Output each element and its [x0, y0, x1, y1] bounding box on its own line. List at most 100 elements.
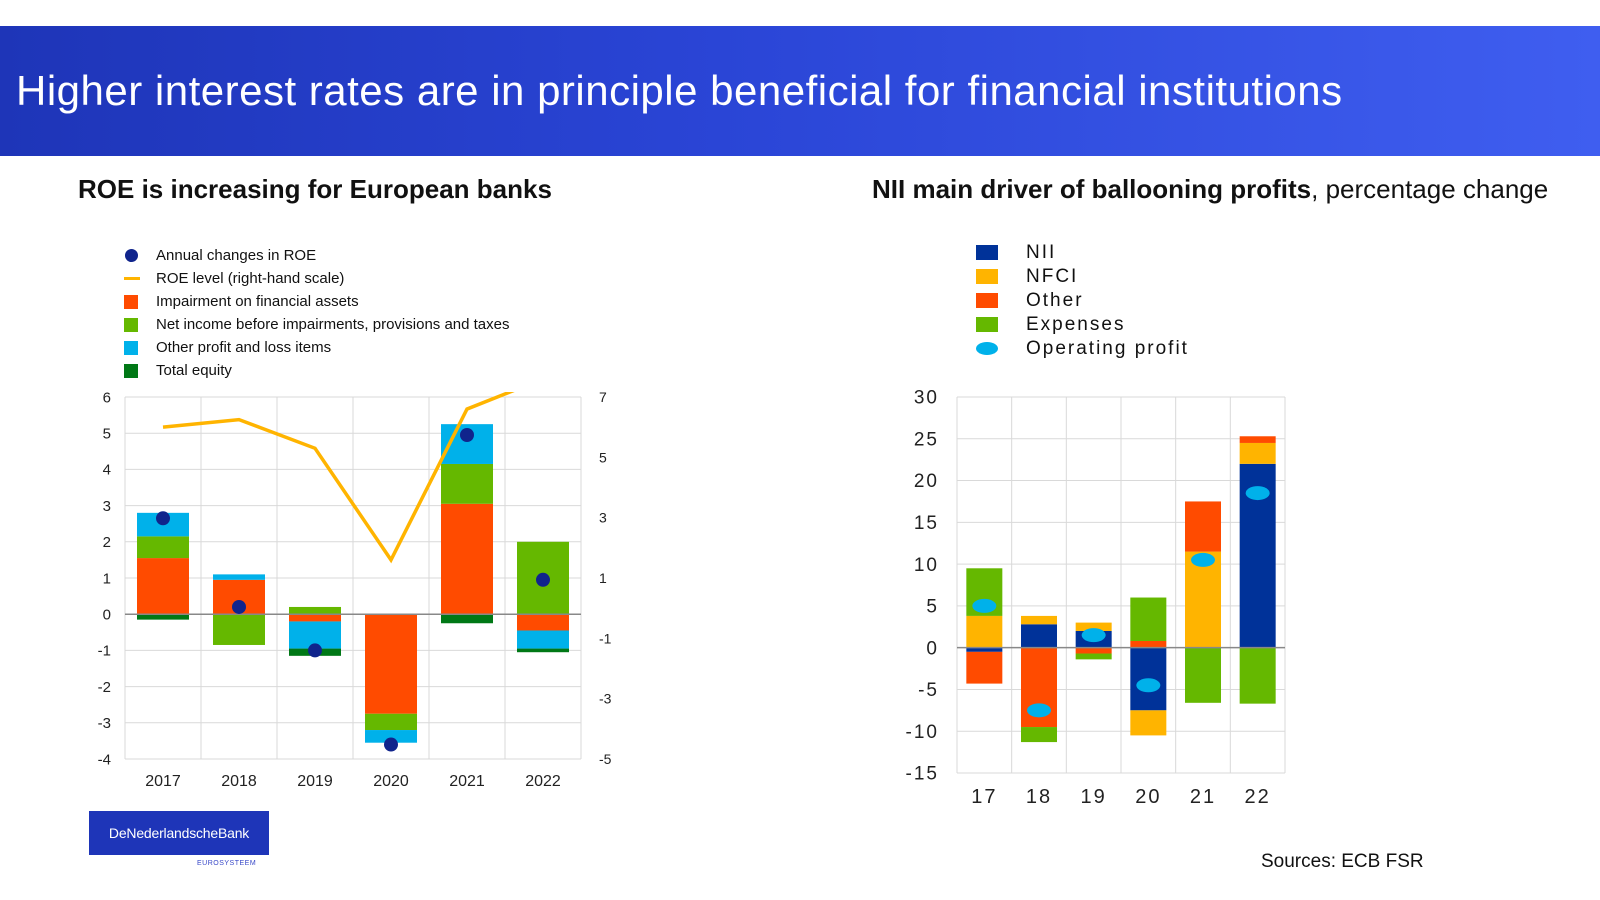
legend-swatch — [976, 317, 998, 332]
y2-tick-label: 7 — [599, 392, 607, 405]
bar-segment-impairment — [365, 614, 417, 714]
legend-item-other: Other — [976, 289, 1189, 313]
bar-segment-other_pl — [213, 574, 265, 580]
y-tick-label: 1 — [103, 570, 111, 587]
y-tick-label: -1 — [98, 643, 111, 660]
y-tick-label: 30 — [914, 390, 939, 409]
x-tick-label: 19 — [1081, 786, 1107, 808]
x-tick-label: 2017 — [145, 773, 181, 790]
dot-roe_dot — [384, 737, 398, 752]
dot-operating_profit — [1027, 703, 1051, 718]
legend-ellipse-swatch — [976, 342, 998, 355]
y-tick-label: 2 — [103, 534, 111, 551]
y-tick-label: 5 — [103, 425, 111, 442]
y-tick-label: 3 — [103, 498, 111, 515]
legend-swatch — [124, 341, 138, 355]
right-chart-legend: NII NFCI Other Expenses Operating profit — [976, 241, 1189, 361]
x-tick-label: 20 — [1135, 786, 1161, 808]
legend-item-nii: NII — [976, 241, 1189, 265]
legend-label: Total equity — [156, 362, 232, 379]
y2-tick-label: -5 — [599, 751, 612, 767]
legend-label: Expenses — [1026, 314, 1126, 335]
right-chart-title: NII main driver of ballooning profits, p… — [872, 174, 1552, 204]
bar-segment-expenses — [1185, 647, 1221, 703]
legend-item-net-income: Net income before impairments, provision… — [124, 313, 510, 336]
dot-operating_profit — [1081, 628, 1106, 643]
bar-segment-expenses — [1021, 727, 1057, 743]
legend-swatch — [976, 269, 998, 284]
legend-swatch — [124, 295, 138, 309]
y-tick-label: 25 — [914, 429, 939, 450]
legend-item-total-equity: Total equity — [124, 359, 510, 382]
y-tick-label: 5 — [926, 597, 939, 618]
bar-segment-nfci — [1239, 442, 1276, 464]
legend-swatch — [124, 318, 138, 332]
bar-segment-expenses — [1130, 597, 1167, 641]
dot-operating_profit — [1136, 678, 1161, 693]
bar-segment-net_income — [137, 536, 189, 559]
dot-roe_dot — [308, 643, 322, 658]
y-tick-label: 0 — [926, 638, 939, 659]
legend-label: Other profit and loss items — [156, 339, 332, 356]
logo-text: DeNederlandscheBank — [108, 825, 250, 841]
dot-roe_dot — [232, 599, 246, 614]
left-chart-legend: Annual changes in ROE ROE level (right-h… — [124, 244, 510, 382]
y-tick-label: 6 — [103, 392, 111, 406]
y2-tick-label: 1 — [599, 570, 607, 586]
legend-label: NII — [1026, 242, 1057, 263]
bar-segment-expenses — [1239, 647, 1276, 704]
bar-segment-other_pl — [365, 730, 417, 743]
dot-operating_profit — [1191, 552, 1215, 567]
bar-segment-nfci — [1185, 551, 1221, 648]
y2-tick-label: 5 — [599, 449, 607, 465]
x-tick-label: 21 — [1190, 786, 1216, 808]
legend-label: Net income before impairments, provision… — [156, 316, 510, 333]
bar-segment-total_equity — [441, 614, 493, 624]
bar-segment-total_equity — [137, 614, 189, 620]
y2-tick-label: -3 — [599, 691, 612, 707]
bar-segment-other — [1239, 436, 1276, 443]
bar-segment-net_income — [289, 606, 341, 615]
legend-label: NFCI — [1026, 266, 1079, 287]
legend-label: Operating profit — [1026, 338, 1189, 359]
bar-segment-other — [1075, 647, 1112, 654]
x-tick-label: 2020 — [373, 773, 409, 790]
left-chart-title: ROE is increasing for European banks — [78, 174, 552, 204]
dot-roe_dot — [156, 511, 170, 526]
y-tick-label: -2 — [98, 679, 111, 696]
bar-segment-other — [1185, 501, 1221, 552]
legend-dot-swatch — [125, 249, 138, 262]
bar-segment-expenses — [1075, 653, 1112, 660]
y-tick-label: 10 — [914, 555, 939, 576]
y-tick-label: -10 — [906, 722, 939, 743]
y2-tick-label: 3 — [599, 510, 607, 526]
slide-title: Higher interest rates are in principle b… — [16, 67, 1343, 114]
y2-tick-label: -1 — [599, 630, 612, 646]
bar-segment-nfci — [966, 615, 1003, 648]
bar-segment-other — [1130, 640, 1167, 648]
bar-segment-nii — [1021, 624, 1057, 648]
bar-segment-net_income — [441, 463, 493, 504]
legend-swatch — [124, 364, 138, 378]
dot-operating_profit — [972, 598, 997, 613]
bar-segment-impairment — [137, 558, 189, 615]
y-tick-label: 4 — [103, 462, 111, 479]
dot-roe_dot — [536, 572, 550, 587]
legend-swatch — [976, 293, 998, 308]
x-tick-label: 2019 — [297, 773, 333, 790]
bar-segment-nfci — [1021, 615, 1057, 625]
bar-segment-nfci — [1075, 622, 1112, 631]
legend-item-operating-profit: Operating profit — [976, 337, 1189, 361]
right-chart-title-bold: NII main driver of ballooning profits — [872, 174, 1312, 204]
title-banner: Higher interest rates are in principle b… — [0, 26, 1600, 156]
y-tick-label: 20 — [914, 471, 939, 492]
x-tick-label: 18 — [1026, 786, 1052, 808]
y-tick-label: -15 — [906, 764, 939, 785]
dot-roe_dot — [460, 428, 474, 443]
legend-label: Annual changes in ROE — [156, 247, 317, 264]
dot-operating_profit — [1245, 486, 1270, 501]
legend-item-roe-level: ROE level (right-hand scale) — [124, 267, 510, 290]
y-tick-label: 15 — [914, 513, 939, 534]
bar-segment-impairment — [441, 503, 493, 615]
bar-segment-other — [966, 651, 1003, 684]
